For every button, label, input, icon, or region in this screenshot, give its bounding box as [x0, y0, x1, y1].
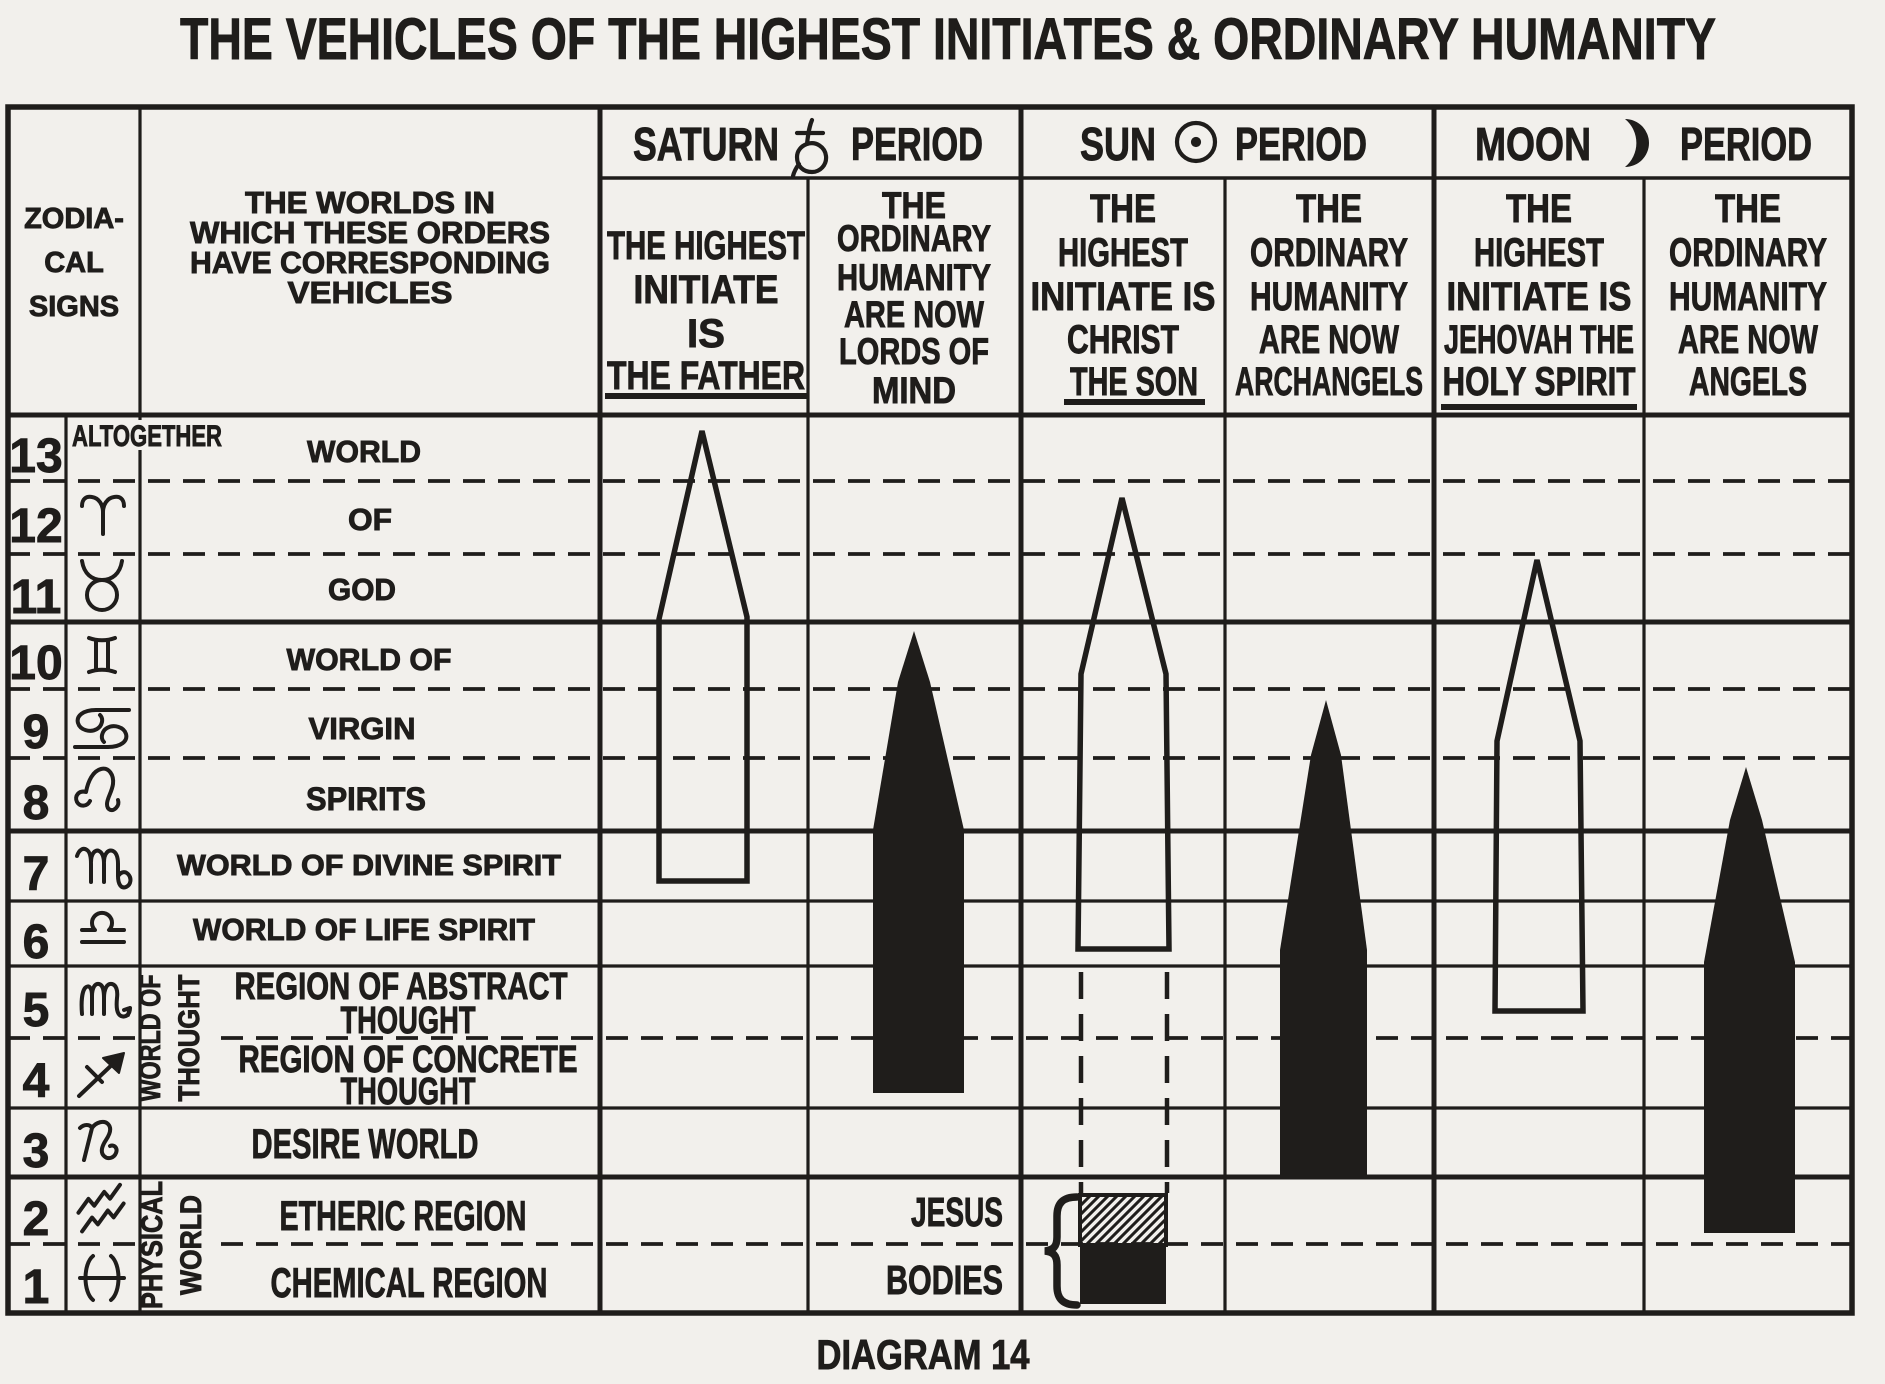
svg-text:13: 13 [9, 430, 62, 483]
svg-text:THE: THE [1296, 187, 1362, 231]
svg-text:THE: THE [1090, 187, 1156, 231]
svg-text:SUN: SUN [1080, 118, 1156, 170]
svg-text:ALTOGETHER: ALTOGETHER [72, 420, 222, 453]
svg-text:JEHOVAH THE: JEHOVAH THE [1444, 318, 1634, 362]
svg-text:VIRGIN: VIRGIN [309, 711, 416, 746]
svg-text:THE WORLDS IN: THE WORLDS IN [245, 185, 495, 220]
svg-text:SATURN: SATURN [633, 118, 779, 170]
svg-text:THE FATHER: THE FATHER [607, 354, 805, 398]
svg-text:PERIOD: PERIOD [1680, 118, 1812, 170]
svg-text:ANGELS: ANGELS [1689, 360, 1807, 404]
svg-text:HIGHEST: HIGHEST [1474, 231, 1604, 275]
svg-text:HAVE CORRESPONDING: HAVE CORRESPONDING [190, 245, 550, 280]
svg-text:THOUGHT: THOUGHT [341, 1071, 476, 1113]
svg-text:ARE NOW: ARE NOW [844, 294, 984, 335]
svg-text:7: 7 [23, 848, 50, 901]
svg-text:9: 9 [23, 706, 50, 759]
svg-text:GOD: GOD [328, 572, 396, 607]
svg-text:ORDINARY: ORDINARY [1669, 231, 1827, 275]
svg-text:WORLD OF: WORLD OF [134, 975, 167, 1102]
svg-text:MOON: MOON [1475, 118, 1591, 170]
svg-text:3: 3 [23, 1125, 50, 1178]
svg-text:WORLD OF LIFE SPIRIT: WORLD OF LIFE SPIRIT [193, 912, 535, 947]
svg-text:8: 8 [23, 777, 50, 830]
svg-text:PHYSICAL: PHYSICAL [136, 1181, 169, 1309]
svg-text:PERIOD: PERIOD [1235, 118, 1367, 170]
svg-text:THE SON: THE SON [1070, 360, 1198, 404]
svg-text:CHEMICAL REGION: CHEMICAL REGION [271, 1259, 548, 1306]
svg-text:12: 12 [9, 500, 62, 553]
svg-text:WORLD: WORLD [307, 434, 421, 469]
svg-text:ARE NOW: ARE NOW [1259, 318, 1399, 362]
svg-text:DESIRE WORLD: DESIRE WORLD [252, 1120, 479, 1167]
svg-text:CHRIST: CHRIST [1067, 318, 1179, 362]
svg-text:HOLY SPIRIT: HOLY SPIRIT [1443, 360, 1636, 404]
svg-text:PERIOD: PERIOD [851, 118, 983, 170]
svg-text:THOUGHT: THOUGHT [173, 975, 206, 1102]
svg-text:BODIES: BODIES [886, 1257, 1003, 1303]
svg-text:WORLD OF: WORLD OF [287, 642, 452, 677]
svg-text:11: 11 [11, 571, 62, 624]
svg-text:THE: THE [882, 185, 946, 226]
svg-text:LORDS OF: LORDS OF [839, 331, 989, 372]
svg-text:ETHERIC REGION: ETHERIC REGION [280, 1192, 527, 1239]
svg-text:HUMANITY: HUMANITY [1250, 275, 1408, 319]
svg-text:WORLD OF DIVINE SPIRIT: WORLD OF DIVINE SPIRIT [177, 850, 561, 882]
svg-text:INITIATE IS: INITIATE IS [1031, 275, 1216, 319]
svg-text:ORDINARY: ORDINARY [1250, 231, 1408, 275]
svg-text:SIGNS: SIGNS [29, 291, 119, 323]
svg-text:REGION OF CONCRETE: REGION OF CONCRETE [239, 1039, 578, 1081]
svg-text:INITIATE: INITIATE [634, 268, 779, 312]
svg-text:4: 4 [23, 1055, 50, 1108]
svg-text:VEHICLES: VEHICLES [288, 275, 453, 310]
svg-text:THE: THE [1506, 187, 1572, 231]
svg-text:DIAGRAM 14: DIAGRAM 14 [817, 1331, 1031, 1378]
svg-text:THE HIGHEST: THE HIGHEST [607, 224, 805, 268]
svg-text:10: 10 [9, 637, 62, 690]
svg-text:ZODIA-: ZODIA- [24, 203, 124, 235]
svg-text:THE VEHICLES OF THE HIGHEST IN: THE VEHICLES OF THE HIGHEST INITIATES & … [180, 7, 1716, 72]
svg-text:1: 1 [23, 1261, 50, 1314]
svg-text:INITIATE IS: INITIATE IS [1447, 275, 1632, 319]
svg-text:ARE NOW: ARE NOW [1678, 318, 1818, 362]
svg-text:WHICH THESE ORDERS: WHICH THESE ORDERS [190, 215, 550, 250]
svg-text:HIGHEST: HIGHEST [1058, 231, 1188, 275]
svg-text:WORLD: WORLD [175, 1195, 208, 1295]
svg-text:OF: OF [348, 502, 392, 537]
svg-text:6: 6 [23, 916, 50, 969]
svg-text:2: 2 [23, 1193, 50, 1246]
svg-text:5: 5 [23, 984, 50, 1037]
svg-text:SPIRITS: SPIRITS [306, 781, 426, 817]
svg-text:HUMANITY: HUMANITY [1669, 275, 1827, 319]
svg-text:HUMANITY: HUMANITY [837, 257, 991, 298]
svg-text:MIND: MIND [872, 370, 956, 411]
svg-text:THOUGHT: THOUGHT [341, 1000, 476, 1042]
svg-text:CAL: CAL [44, 247, 104, 279]
svg-text:ARCHANGELS: ARCHANGELS [1235, 360, 1423, 404]
svg-text:ORDINARY: ORDINARY [837, 218, 991, 259]
svg-text:JESUS: JESUS [911, 1189, 1003, 1235]
svg-text:THE: THE [1715, 187, 1781, 231]
svg-text:REGION OF ABSTRACT: REGION OF ABSTRACT [235, 966, 568, 1008]
svg-text:IS: IS [687, 312, 725, 356]
